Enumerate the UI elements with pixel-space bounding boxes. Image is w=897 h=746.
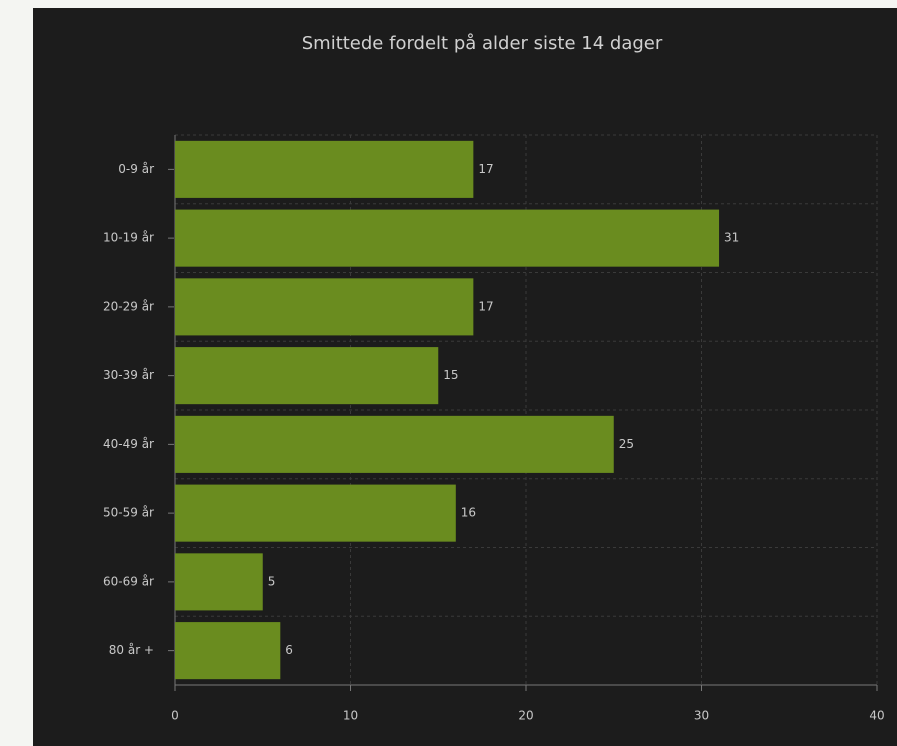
panel xyxy=(33,8,897,746)
bar xyxy=(175,140,474,198)
bar xyxy=(175,553,263,611)
y-tick-label: 0-9 år xyxy=(118,162,154,176)
y-tick-label: 80 år + xyxy=(109,643,154,657)
value-label: 25 xyxy=(619,437,634,451)
value-label: 6 xyxy=(285,643,293,657)
bar xyxy=(175,278,474,336)
y-tick-label: 10-19 år xyxy=(103,231,154,245)
y-tick-label: 20-29 år xyxy=(103,299,154,313)
bar xyxy=(175,347,439,405)
bar xyxy=(175,209,720,267)
x-tick-label: 40 xyxy=(869,709,884,723)
y-tick-label: 60-69 år xyxy=(103,574,154,588)
value-label: 15 xyxy=(443,368,458,382)
x-tick-label: 30 xyxy=(694,709,709,723)
x-tick-label: 20 xyxy=(518,709,533,723)
value-label: 31 xyxy=(724,231,739,245)
value-label: 5 xyxy=(268,574,276,588)
value-label: 17 xyxy=(478,299,493,313)
bar xyxy=(175,622,281,680)
chart-title: Smittede fordelt på alder siste 14 dager xyxy=(302,33,663,54)
x-tick-label: 10 xyxy=(343,709,358,723)
bar xyxy=(175,484,456,542)
bar xyxy=(175,415,614,473)
value-label: 16 xyxy=(461,506,476,520)
y-tick-label: 40-49 år xyxy=(103,437,154,451)
x-tick-label: 0 xyxy=(171,709,179,723)
y-tick-label: 30-39 år xyxy=(103,368,154,382)
value-label: 17 xyxy=(478,162,493,176)
y-tick-label: 50-59 år xyxy=(103,506,154,520)
